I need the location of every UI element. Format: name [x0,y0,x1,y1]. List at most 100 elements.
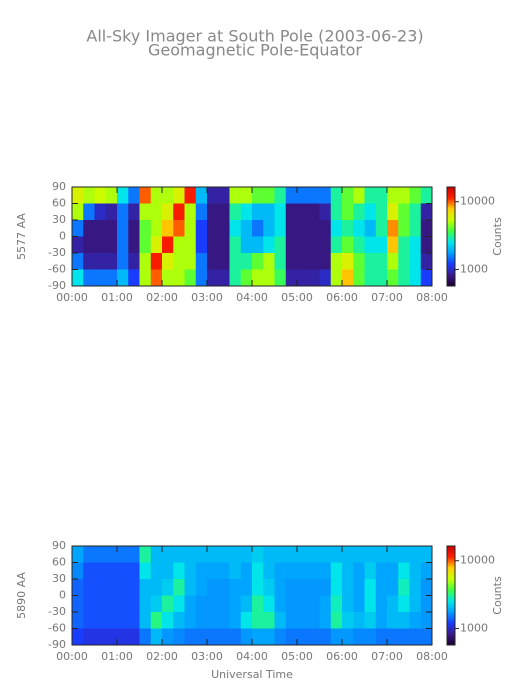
heat-cell [195,253,208,270]
heat-cell [308,546,320,563]
heat-cell [117,187,129,204]
heat-cell [162,579,174,596]
heat-cell [139,187,152,204]
heat-cell [353,612,365,629]
heat-cell [274,220,287,237]
heat-cell [342,546,354,563]
heat-cell [252,595,264,613]
heat-cell [218,628,230,646]
heat-cell [308,562,320,580]
y-tick-label: -90 [48,638,66,651]
heat-cell [240,546,253,563]
y-tick-label: 60 [52,556,66,569]
heat-cell [117,253,129,270]
heat-cell [150,269,163,287]
heat-cell [353,579,365,596]
heat-cell [72,579,84,596]
heat-cell [207,236,219,254]
x-tick-label: 04:00 [236,291,268,304]
colorbar-tick-label: 1000 [460,262,488,275]
heat-cell [308,253,320,270]
heat-cell [285,546,298,563]
heat-cell [195,269,208,287]
heat-cell [83,628,95,646]
chart-subtitle: Geomagnetic Pole-Equator [148,41,362,60]
heat-cell [398,612,410,629]
heat-cell [150,203,163,221]
heat-cell [353,236,365,254]
heat-cell [218,579,230,596]
heat-cell [150,187,163,204]
heat-cell [308,187,320,204]
heat-cell [128,628,140,646]
heat-cell [117,562,129,580]
heat-cell [297,187,309,204]
x-tick-label: 03:00 [191,291,223,304]
heat-cell [274,269,287,287]
heat-cell [420,612,433,629]
heat-cell [105,595,118,613]
heat-cell [94,595,107,613]
heat-cell [409,236,422,254]
x-tick-label: 06:00 [326,291,358,304]
heat-cell [184,562,197,580]
heat-cell [128,269,140,287]
heat-cell [364,187,377,204]
heat-cell [94,236,107,254]
x-tick-label: 05:00 [281,291,313,304]
heat-cell [117,220,129,237]
heat-cell [229,562,242,580]
heat-cell [319,628,332,646]
x-tick-label: 07:00 [371,650,403,663]
heat-cell [218,236,230,254]
heat-cell [342,628,354,646]
colorbar-tick-label: 10000 [460,195,495,208]
heat-cell [240,628,253,646]
heat-cell [252,612,264,629]
y-tick-label: -30 [48,246,66,259]
heat-cell [150,612,163,629]
heat-cell [398,253,410,270]
heat-cell [72,236,84,254]
heat-cell [184,269,197,287]
heat-cell [117,612,129,629]
heat-cell [308,269,320,287]
heat-cell [94,612,107,629]
heat-cell [229,220,242,237]
heat-cell [83,236,95,254]
heat-cell [184,546,197,563]
heat-cell [398,187,410,204]
heat-cell [184,595,197,613]
heat-cell [342,562,354,580]
heat-cell [297,579,309,596]
heat-cell [83,187,95,204]
heat-cell [263,220,275,237]
heat-cell [375,579,388,596]
heat-cell [128,220,140,237]
heat-cell [117,628,129,646]
heat-cell [150,595,163,613]
heat-cell [162,546,174,563]
heat-cell [173,187,185,204]
heat-cell [319,595,332,613]
heat-cell [218,612,230,629]
y-tick-label: -60 [48,263,66,276]
heat-cell [330,595,343,613]
heat-cell [387,253,399,270]
heat-cell [150,546,163,563]
heat-cell [420,269,433,287]
heat-cell [285,628,298,646]
heat-cell [387,546,399,563]
heat-cell [195,562,208,580]
heat-cell [128,187,140,204]
heat-cell [319,203,332,221]
heat-cell [387,562,399,580]
heat-cell [342,203,354,221]
heat-cell [105,546,118,563]
heat-cell [83,562,95,580]
heat-cell [274,236,287,254]
heat-cell [218,269,230,287]
heat-cell [240,220,253,237]
heat-cell [128,253,140,270]
heat-cell [207,546,219,563]
